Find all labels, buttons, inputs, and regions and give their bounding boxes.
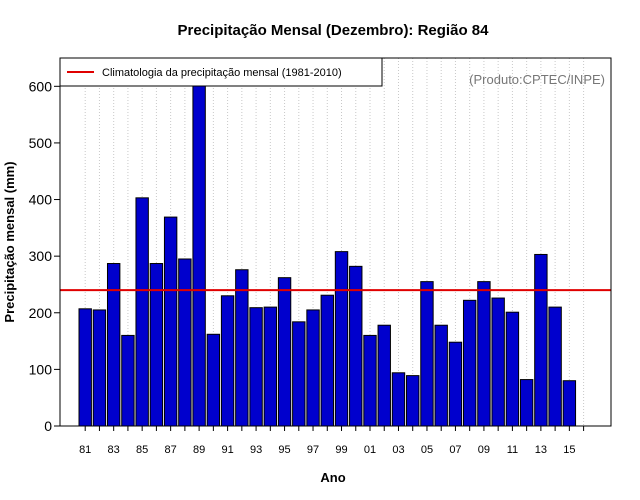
bar-04	[406, 375, 420, 427]
bar-97	[306, 309, 320, 427]
legend-box	[59, 57, 383, 87]
bar-96	[292, 321, 306, 427]
bar-84	[121, 334, 135, 427]
y-tick-label: 100	[29, 361, 53, 377]
bar-12	[519, 379, 534, 427]
x-tick-label: 03	[392, 444, 404, 456]
bar-08	[462, 299, 477, 427]
bar-99	[334, 251, 349, 427]
bar-85	[135, 197, 149, 427]
bar-83	[106, 263, 121, 427]
bar-89	[192, 57, 206, 427]
y-axis-label: Precipitação mensal (mm)	[2, 161, 17, 322]
bar-07	[448, 341, 463, 427]
bar-92	[235, 269, 249, 427]
bar-14	[548, 306, 562, 427]
bar-15	[562, 380, 577, 427]
x-tick-label: 95	[278, 444, 290, 456]
y-tick-label: 600	[29, 78, 53, 94]
bar-91	[220, 295, 235, 427]
y-tick-label: 0	[44, 418, 52, 434]
y-tick-label: 200	[29, 305, 53, 321]
y-tick-label: 500	[29, 135, 53, 151]
bar-86	[149, 263, 164, 427]
x-tick-label: 13	[535, 444, 547, 456]
bar-81	[78, 308, 92, 427]
legend-label: Climatologia da precipitação mensal (198…	[102, 67, 342, 79]
y-tick-label: 300	[29, 248, 53, 264]
x-tick-label: 07	[449, 444, 461, 456]
x-tick-label: 01	[364, 444, 376, 456]
bar-90	[206, 333, 221, 427]
x-axis: 81 83 85 87 89 91 93 95 97 99 01 03 05 07 09 11 13 15	[79, 426, 585, 456]
x-axis-label: Ano	[320, 470, 345, 485]
bar-98	[320, 294, 334, 427]
bar-03	[391, 372, 406, 427]
bar-13	[534, 253, 548, 427]
x-tick-label: 15	[563, 444, 575, 456]
bar-94	[263, 306, 278, 427]
y-tick-label: 400	[29, 192, 53, 208]
y-axis: 0 100 200 300 400 500 600	[29, 78, 60, 434]
bar-05	[420, 281, 434, 427]
x-tick-label: 05	[421, 444, 433, 456]
x-tick-label: 91	[221, 444, 233, 456]
chart-title: Precipitação Mensal (Dezembro): Região 8…	[178, 22, 490, 39]
x-tick-label: 11	[507, 444, 518, 456]
bar-88	[178, 258, 192, 427]
bar-01	[363, 334, 377, 427]
x-tick-label: 85	[136, 444, 148, 456]
bars-group	[78, 57, 577, 427]
credit-text: (Produto:CPTEC/INPE)	[469, 72, 605, 87]
x-tick-label: 99	[335, 444, 347, 456]
bar-06	[434, 324, 448, 427]
bar-95	[277, 277, 292, 427]
bar-11	[505, 311, 520, 427]
bar-82	[92, 309, 107, 427]
x-tick-label: 83	[108, 444, 120, 456]
bar-10	[491, 297, 505, 427]
x-tick-label: 87	[165, 444, 177, 456]
x-tick-label: 81	[79, 444, 91, 456]
bar-09	[477, 281, 491, 427]
x-tick-label: 97	[307, 444, 319, 456]
legend: Climatologia da precipitação mensal (198…	[59, 57, 383, 87]
bar-87	[163, 216, 178, 427]
x-tick-label: 89	[193, 444, 205, 456]
x-tick-label: 09	[478, 444, 490, 456]
x-tick-label: 93	[250, 444, 262, 456]
bar-02	[377, 324, 391, 427]
bar-93	[249, 307, 263, 427]
